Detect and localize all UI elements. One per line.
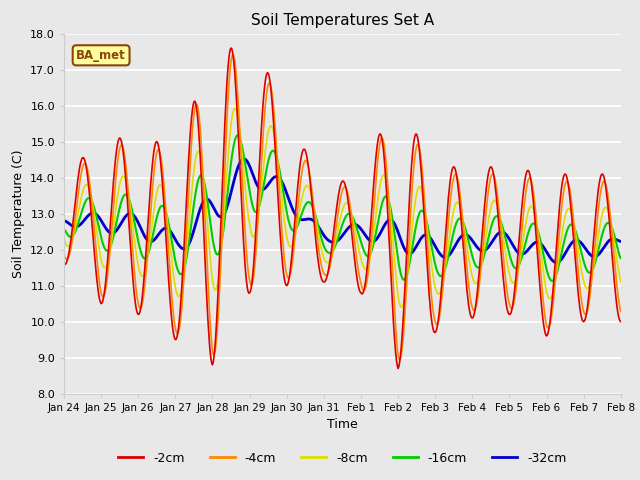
-8cm	[231, 106, 239, 111]
-16cm	[335, 234, 342, 240]
-2cm	[445, 195, 452, 201]
-8cm	[617, 278, 625, 284]
Line: -8cm: -8cm	[64, 108, 621, 307]
-4cm	[228, 52, 236, 58]
Line: -32cm: -32cm	[64, 159, 621, 263]
-32cm	[60, 218, 68, 224]
Legend: -2cm, -4cm, -8cm, -16cm, -32cm: -2cm, -4cm, -8cm, -16cm, -32cm	[113, 447, 572, 469]
-8cm	[568, 210, 575, 216]
-16cm	[389, 218, 397, 224]
-2cm	[335, 192, 342, 198]
-4cm	[60, 252, 68, 258]
-16cm	[60, 227, 68, 232]
-32cm	[206, 199, 214, 204]
-4cm	[389, 272, 397, 277]
-4cm	[182, 235, 190, 241]
-4cm	[206, 320, 214, 326]
Text: BA_met: BA_met	[76, 49, 126, 62]
-16cm	[548, 278, 556, 284]
Line: -2cm: -2cm	[64, 48, 621, 369]
-8cm	[389, 235, 397, 241]
-4cm	[445, 219, 452, 225]
Y-axis label: Soil Temperature (C): Soil Temperature (C)	[12, 149, 25, 278]
-16cm	[182, 257, 190, 263]
-16cm	[568, 222, 575, 228]
-32cm	[182, 245, 190, 251]
-2cm	[60, 261, 68, 267]
-32cm	[568, 240, 575, 246]
Line: -16cm: -16cm	[64, 135, 621, 281]
-4cm	[335, 207, 342, 213]
Line: -4cm: -4cm	[64, 55, 621, 360]
-4cm	[568, 197, 575, 203]
Title: Soil Temperatures Set A: Soil Temperatures Set A	[251, 13, 434, 28]
-8cm	[206, 255, 214, 261]
-2cm	[617, 319, 625, 324]
-8cm	[397, 304, 405, 310]
-16cm	[206, 218, 214, 224]
X-axis label: Time: Time	[327, 418, 358, 431]
-8cm	[182, 252, 190, 258]
-4cm	[396, 357, 403, 362]
-16cm	[617, 255, 625, 261]
-32cm	[241, 156, 248, 162]
-8cm	[60, 237, 68, 242]
-2cm	[568, 209, 575, 215]
-32cm	[617, 239, 625, 244]
-4cm	[617, 309, 625, 314]
-2cm	[206, 349, 214, 355]
-32cm	[553, 260, 561, 265]
-2cm	[227, 45, 235, 51]
-32cm	[335, 237, 342, 243]
-16cm	[234, 132, 242, 138]
-2cm	[394, 366, 402, 372]
-32cm	[389, 218, 397, 224]
-8cm	[445, 242, 452, 248]
-2cm	[389, 306, 397, 312]
-16cm	[444, 257, 451, 263]
-8cm	[335, 224, 342, 229]
-2cm	[182, 202, 190, 208]
-32cm	[444, 253, 451, 259]
